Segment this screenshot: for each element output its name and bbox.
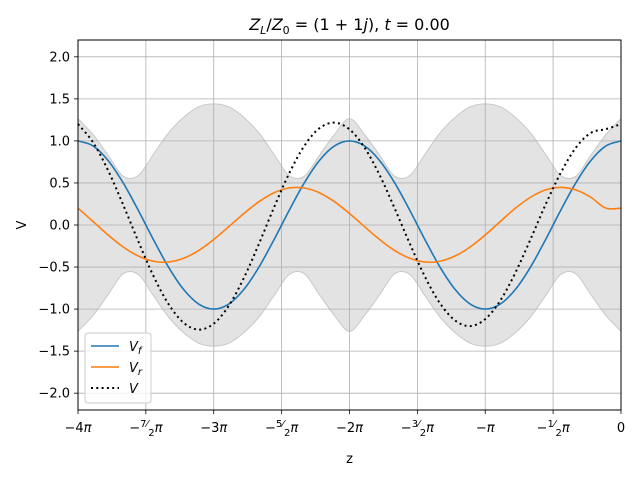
x-tick-label: −2π: [336, 421, 363, 436]
y-tick-label: −1.5: [38, 345, 70, 360]
y-axis-label: V: [15, 220, 30, 229]
y-ticks: −2.0 −1.5 −1.0 −0.5 0.0 0.5 1.0 1.5 2.0: [38, 50, 78, 402]
x-ticks: −4π −7⁄2π −3π −5⁄2π −2π −3⁄2π −π −1⁄2π 0: [65, 410, 625, 439]
legend: Vf Vr V: [84, 332, 152, 404]
title-equals: = (1 + 1: [290, 15, 364, 34]
series-layer: [77, 121, 622, 331]
legend-label: V: [129, 382, 139, 397]
series-line-f: [77, 140, 622, 310]
x-axis-label: z: [346, 452, 353, 467]
x-tick-label: −7⁄2π: [129, 419, 162, 439]
y-tick-label: 2.0: [49, 50, 70, 65]
plot-area: [77, 39, 622, 411]
x-tick-label: 0: [617, 421, 625, 436]
x-tick-label: −5⁄2π: [265, 419, 298, 439]
title-close: ),: [368, 15, 384, 34]
title-sub-0: 0: [283, 24, 290, 37]
y-tick-label: 1.0: [49, 134, 70, 149]
series-line-r: [77, 186, 622, 264]
title-z-l: Z: [248, 15, 261, 34]
y-tick-label: 0.0: [49, 219, 70, 234]
x-tick-label: −π: [476, 421, 495, 436]
x-tick-label: −3⁄2π: [401, 419, 434, 439]
y-tick-label: −0.5: [38, 261, 70, 276]
title-t: t: [384, 15, 391, 34]
title-sub-l: L: [260, 24, 266, 37]
title-imag: j: [361, 15, 368, 34]
legend-label: Vr: [129, 361, 143, 378]
y-tick-label: −1.0: [38, 303, 70, 318]
title-z-0: Z: [271, 15, 284, 34]
title-t-value: = 0.00: [391, 15, 450, 34]
legend-label: Vf: [129, 340, 143, 357]
series-line-total: [77, 121, 622, 331]
y-tick-label: 1.5: [49, 92, 70, 107]
legend-box: [84, 332, 152, 404]
x-tick-label: −1⁄2π: [537, 419, 570, 439]
chart-title: ZL/Z0 = (1 + 1j), t = 0.00: [248, 15, 450, 37]
x-tick-label: −4π: [65, 421, 92, 436]
x-tick-label: −3π: [200, 421, 227, 436]
y-tick-label: 0.5: [49, 176, 70, 191]
title-slash: /: [266, 15, 272, 34]
y-tick-label: −2.0: [38, 387, 70, 402]
